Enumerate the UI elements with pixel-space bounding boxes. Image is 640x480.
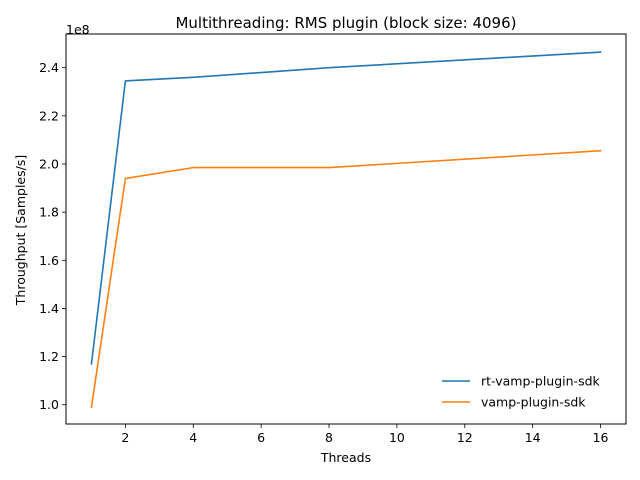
- y-tick-label: 1.2: [39, 349, 59, 364]
- y-tick-label: 2.2: [39, 108, 59, 123]
- x-tick-label: 10: [389, 430, 405, 445]
- y-axis-label: Throughput [Samples/s]: [13, 155, 28, 306]
- x-tick-label: 6: [257, 430, 265, 445]
- y-tick-label: 2.0: [39, 157, 59, 172]
- x-tick-label: 16: [593, 430, 609, 445]
- x-axis-label: Threads: [320, 450, 371, 465]
- x-tick-label: 8: [325, 430, 333, 445]
- y-tick-label: 2.4: [39, 60, 59, 75]
- y-tick-label: 1.0: [39, 397, 59, 412]
- y-tick-label: 1.4: [39, 301, 59, 316]
- series-line-0: [90, 51, 602, 365]
- legend: rt-vamp-plugin-sdk vamp-plugin-sdk: [442, 374, 601, 410]
- series-line-1: [90, 149, 602, 409]
- y-tick-label: 1.6: [39, 253, 59, 268]
- plot-area: 2 4 6 8 10 12 14 16 1.0 1.2 1.4 1.6 1.8 2.0 2.2 2.4: [39, 33, 627, 445]
- x-tick-label: 2: [121, 430, 129, 445]
- y-tick-label: 1.8: [39, 205, 59, 220]
- x-tick-label: 4: [189, 430, 197, 445]
- y-offset-label: 1e8: [66, 22, 90, 37]
- chart-title: Multithreading: RMS plugin (block size: …: [175, 14, 516, 32]
- x-tick-label: 14: [525, 430, 541, 445]
- x-tick-label: 12: [457, 430, 473, 445]
- axes-frame: [65, 33, 627, 425]
- legend-label-1: vamp-plugin-sdk: [481, 395, 586, 410]
- legend-label-0: rt-vamp-plugin-sdk: [481, 374, 601, 389]
